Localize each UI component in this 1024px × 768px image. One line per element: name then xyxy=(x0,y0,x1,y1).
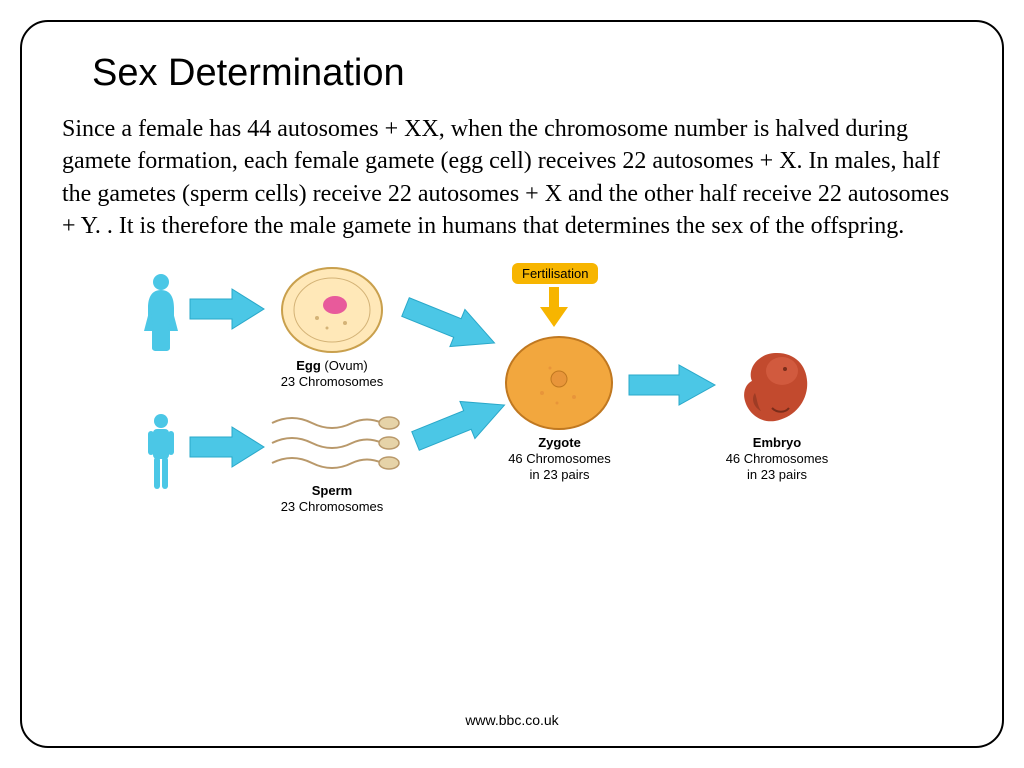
slide-body: Since a female has 44 autosomes + XX, wh… xyxy=(62,113,962,243)
source-credit: www.bbc.co.uk xyxy=(22,712,1002,728)
embryo-label: Embryo 46 Chromosomes in 23 pairs xyxy=(722,435,832,484)
male-icon xyxy=(146,413,176,491)
arrow-male-sperm xyxy=(188,425,266,469)
fertilisation-diagram: Egg (Ovum) 23 Chromosomes Sperm 23 Chrom… xyxy=(132,263,892,543)
arrow-female-egg xyxy=(188,287,266,331)
arrow-sperm-zygote xyxy=(405,383,514,461)
slide-title: Sex Determination xyxy=(92,52,962,95)
sperm-cells xyxy=(267,408,407,483)
zygote-label: Zygote 46 Chromosomes in 23 pairs xyxy=(502,435,617,484)
fertilisation-arrow-down xyxy=(540,287,568,327)
egg-label: Egg (Ovum) 23 Chromosomes xyxy=(277,358,387,391)
arrow-zygote-embryo xyxy=(627,363,717,407)
slide-frame: Sex Determination Since a female has 44 … xyxy=(20,20,1004,748)
fertilisation-badge: Fertilisation xyxy=(512,263,598,284)
zygote-cell xyxy=(502,333,617,433)
egg-cell xyxy=(277,263,387,358)
embryo xyxy=(727,343,817,433)
arrow-egg-zygote xyxy=(395,285,504,363)
female-icon xyxy=(142,273,180,351)
sperm-label: Sperm 23 Chromosomes xyxy=(277,483,387,516)
